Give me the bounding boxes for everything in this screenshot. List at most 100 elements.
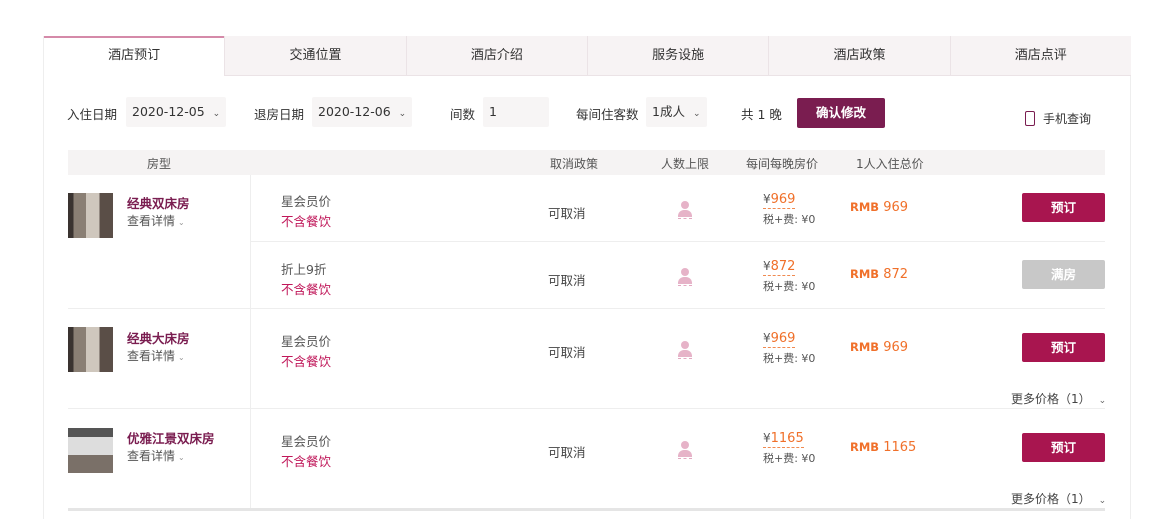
currency: ¥: [763, 331, 771, 345]
person-icon[interactable]: [678, 201, 692, 219]
book-button[interactable]: 预订: [1022, 333, 1105, 362]
rooms-label: 间数: [450, 107, 476, 122]
tax-info: 税+费: ¥0: [763, 280, 816, 293]
more-prices-label: 更多价格（1）: [1011, 492, 1091, 506]
chevron-down-icon: ⌄: [178, 353, 185, 362]
divider: [250, 175, 251, 508]
chevron-down-icon: ⌄: [1098, 496, 1107, 506]
divider: [68, 508, 1105, 511]
room-name[interactable]: 优雅江景双床房: [127, 431, 215, 446]
rooms-input[interactable]: 1: [483, 97, 549, 127]
tab-bar: 酒店预订 交通位置 酒店介绍 服务设施 酒店政策 酒店点评: [44, 36, 1131, 76]
checkout-value: 2020-12-06: [318, 104, 391, 119]
tab-booking[interactable]: 酒店预订: [44, 36, 225, 76]
tax-info: 税+费: ¥0: [763, 213, 816, 226]
divider: [68, 408, 1105, 409]
more-prices-link[interactable]: 更多价格（1） ⌄: [1011, 390, 1106, 407]
total-value: 1165: [883, 440, 917, 455]
nightly-price: ¥969 税+费: ¥0: [763, 331, 815, 366]
book-button[interactable]: 预订: [1022, 193, 1105, 222]
checkin-label: 入住日期: [67, 107, 118, 122]
nightly-price: ¥872 税+费: ¥0: [763, 259, 815, 294]
checkin-value: 2020-12-05: [132, 104, 205, 119]
view-details-label: 查看详情: [127, 349, 176, 363]
table-header: 房型 取消政策 人数上限 每间每晚房价 1人入住总价: [68, 150, 1105, 175]
total-price: RMB 1165: [850, 440, 916, 455]
chevron-down-icon: ⌄: [1098, 396, 1107, 406]
nightly-price: ¥969 税+费: ¥0: [763, 192, 815, 227]
meal-info: 不含餐饮: [281, 454, 332, 469]
total-value: 969: [883, 340, 909, 355]
booking-panel: 酒店预订 交通位置 酒店介绍 服务设施 酒店政策 酒店点评: [43, 36, 1131, 519]
more-prices-label: 更多价格（1）: [1011, 392, 1091, 406]
person-icon[interactable]: [678, 341, 692, 359]
rate-name: 星会员价: [281, 334, 332, 349]
guests-select[interactable]: 1成人 ⌄: [646, 97, 707, 127]
meal-info: 不含餐饮: [281, 354, 332, 369]
rate-name: 折上9折: [281, 262, 327, 277]
divider: [68, 308, 1105, 309]
room-photo[interactable]: [68, 193, 113, 238]
chevron-down-icon: ⌄: [212, 109, 221, 119]
chevron-down-icon: ⌄: [692, 109, 701, 119]
view-details-label: 查看详情: [127, 449, 176, 463]
tab-policy[interactable]: 酒店政策: [768, 36, 950, 76]
confirm-button[interactable]: 确认修改: [797, 98, 885, 128]
checkout-select[interactable]: 2020-12-06 ⌄: [312, 97, 413, 127]
total-price: RMB 872: [850, 267, 908, 282]
header-max-guests: 人数上限: [661, 157, 710, 171]
header-room-type: 房型: [147, 157, 172, 171]
total-price: RMB 969: [850, 200, 908, 215]
checkin-select[interactable]: 2020-12-05 ⌄: [126, 97, 227, 127]
total-value: 969: [883, 200, 909, 215]
tab-facilities[interactable]: 服务设施: [586, 36, 769, 76]
rate-name: 星会员价: [281, 194, 332, 209]
total-price: RMB 969: [850, 340, 908, 355]
room-name[interactable]: 经典大床房: [127, 331, 190, 346]
chevron-down-icon: ⌄: [178, 453, 185, 462]
person-icon[interactable]: [678, 268, 692, 286]
checkout-label: 退房日期: [254, 107, 305, 122]
room-photo[interactable]: [68, 327, 113, 372]
total-currency: RMB: [850, 340, 880, 354]
total-currency: RMB: [850, 267, 880, 281]
view-details-label: 查看详情: [127, 214, 176, 228]
more-prices-link[interactable]: 更多价格（1） ⌄: [1011, 490, 1106, 507]
room-name[interactable]: 经典双床房: [127, 196, 190, 211]
nightly-price: ¥1165 税+费: ¥0: [763, 431, 815, 466]
cancel-policy: 可取消: [548, 273, 586, 288]
tab-reviews[interactable]: 酒店点评: [949, 36, 1131, 76]
view-details-link[interactable]: 查看详情 ⌄: [127, 447, 185, 464]
meal-info: 不含餐饮: [281, 214, 332, 229]
header-total: 1人入住总价: [856, 157, 924, 171]
tax-info: 税+费: ¥0: [763, 352, 816, 365]
currency: ¥: [763, 259, 771, 273]
mobile-query-label: 手机查询: [1043, 112, 1092, 126]
book-button[interactable]: 预订: [1022, 433, 1105, 462]
phone-icon: [1025, 111, 1035, 126]
total-currency: RMB: [850, 440, 880, 454]
price-value: 1165: [770, 431, 804, 446]
price-value: 969: [770, 192, 796, 207]
tab-location[interactable]: 交通位置: [224, 36, 406, 76]
rate-name: 星会员价: [281, 434, 332, 449]
view-details-link[interactable]: 查看详情 ⌄: [127, 347, 185, 364]
nights-count: 共 1 晚: [741, 107, 782, 122]
price-value: 969: [770, 331, 796, 346]
guests-value: 1成人: [652, 104, 685, 119]
view-details-link[interactable]: 查看详情 ⌄: [127, 212, 185, 229]
cancel-policy: 可取消: [548, 345, 586, 360]
cancel-policy: 可取消: [548, 206, 586, 221]
cancel-policy: 可取消: [548, 445, 586, 460]
chevron-down-icon: ⌄: [398, 109, 407, 119]
person-icon[interactable]: [678, 441, 692, 459]
room-photo[interactable]: [68, 428, 113, 473]
currency: ¥: [763, 192, 771, 206]
header-nightly: 每间每晚房价: [746, 157, 819, 171]
tab-intro[interactable]: 酒店介绍: [405, 36, 587, 76]
mobile-query-link[interactable]: 手机查询: [1025, 110, 1091, 127]
header-cancel: 取消政策: [550, 157, 599, 171]
chevron-down-icon: ⌄: [178, 218, 185, 227]
meal-info: 不含餐饮: [281, 282, 332, 297]
divider: [250, 241, 1105, 242]
